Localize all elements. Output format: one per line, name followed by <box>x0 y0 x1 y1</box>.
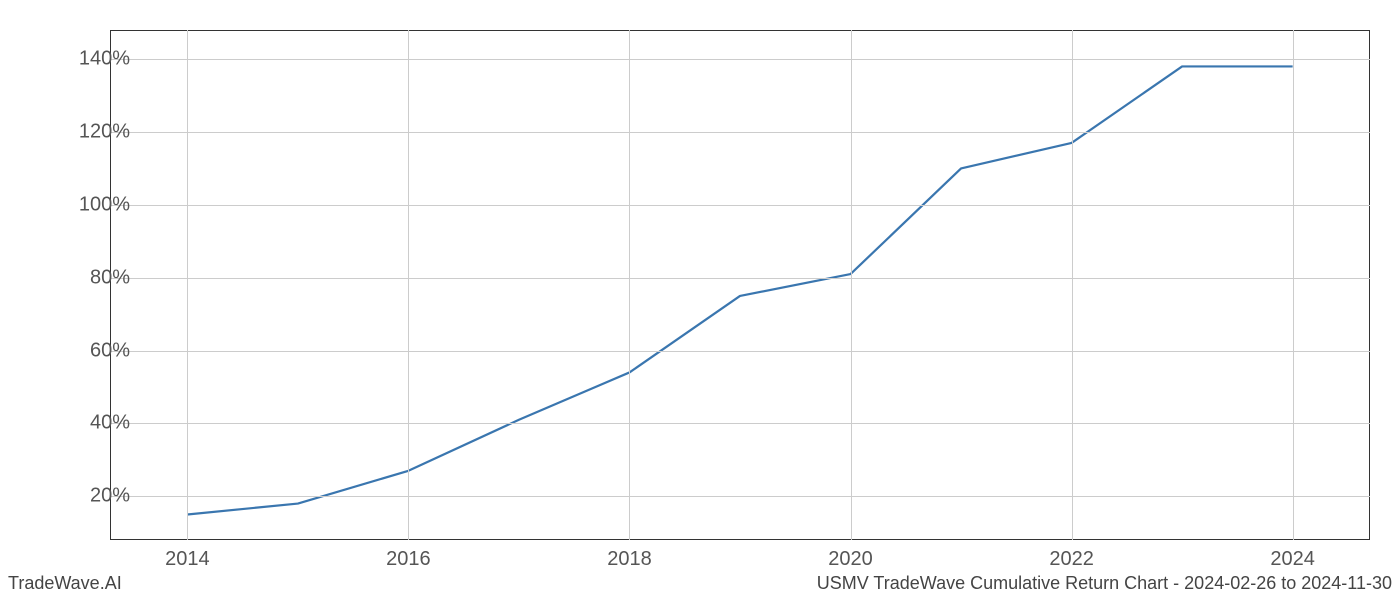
chart-plot-area <box>110 30 1370 540</box>
grid-line-horizontal <box>110 132 1370 133</box>
footer-brand: TradeWave.AI <box>8 573 122 594</box>
grid-line-vertical <box>1072 30 1073 540</box>
footer-chart-title: USMV TradeWave Cumulative Return Chart -… <box>817 573 1392 594</box>
x-axis-tick-label: 2016 <box>386 548 431 571</box>
grid-line-horizontal <box>110 278 1370 279</box>
x-axis-tick-label: 2020 <box>828 548 873 571</box>
grid-line-horizontal <box>110 205 1370 206</box>
y-axis-tick-label: 80% <box>50 266 130 289</box>
x-axis-tick-label: 2022 <box>1049 548 1094 571</box>
grid-line-horizontal <box>110 496 1370 497</box>
y-axis-tick-label: 100% <box>50 193 130 216</box>
y-axis-tick-label: 140% <box>50 48 130 71</box>
y-axis-tick-label: 20% <box>50 485 130 508</box>
x-axis-tick-label: 2024 <box>1270 548 1315 571</box>
line-series-cumulative-return <box>187 66 1292 514</box>
grid-line-horizontal <box>110 351 1370 352</box>
y-axis-tick-label: 40% <box>50 412 130 435</box>
grid-line-vertical <box>629 30 630 540</box>
grid-line-horizontal <box>110 59 1370 60</box>
x-axis-tick-label: 2014 <box>165 548 210 571</box>
grid-line-vertical <box>187 30 188 540</box>
y-axis-tick-label: 60% <box>50 339 130 362</box>
grid-line-vertical <box>851 30 852 540</box>
chart-svg <box>110 30 1370 540</box>
y-axis-tick-label: 120% <box>50 121 130 144</box>
grid-line-horizontal <box>110 423 1370 424</box>
grid-line-vertical <box>408 30 409 540</box>
grid-line-vertical <box>1293 30 1294 540</box>
x-axis-tick-label: 2018 <box>607 548 652 571</box>
